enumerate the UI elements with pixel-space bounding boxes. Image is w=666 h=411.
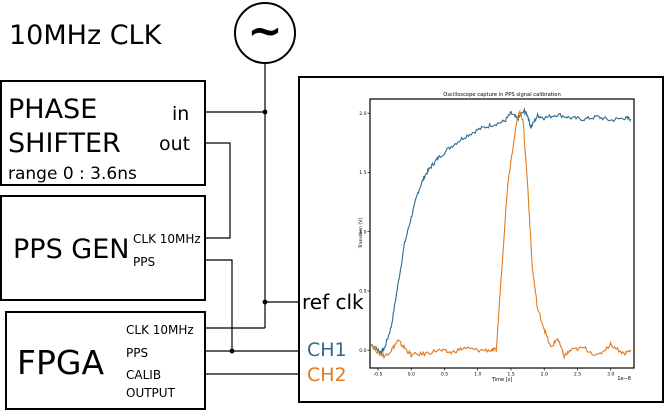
pps-gen-pps-port: PPS: [133, 255, 156, 269]
junction-dot: [262, 299, 268, 305]
y-tick-label: 0.5: [359, 289, 366, 295]
phase-shifter-block: PHASE SHIFTER range 0 : 3.6ns in out: [0, 80, 206, 186]
fpga-pps-port: PPS: [126, 346, 149, 360]
phase-shifter-name-line2: SHIFTER: [8, 128, 121, 159]
ch2-label: CH2: [307, 364, 347, 386]
x-tick-label: 1.5: [507, 372, 514, 378]
ch1-trace: [371, 107, 632, 355]
x-tick-label: 0.5: [441, 372, 448, 378]
fpga-calib-port: CALIB: [126, 368, 162, 382]
pps-gen-clk-port: CLK 10MHz: [133, 232, 201, 246]
x-tick-label: 1.0: [474, 372, 481, 378]
phase-shifter-in-port: in: [172, 103, 190, 125]
phase-shifter-range: range 0 : 3.6ns: [8, 164, 137, 184]
x-tick-label: 2.0: [541, 372, 548, 378]
y-tick-label: 1.5: [359, 170, 366, 176]
x-tick-label: 2.5: [574, 372, 581, 378]
x-tick-label: 3.0: [607, 372, 614, 378]
diagram-title: 10MHz CLK: [9, 20, 162, 51]
fpga-block: FPGA CLK 10MHz PPS CALIB OUTPUT: [5, 311, 206, 410]
chart-title: Oscilloscope capture in PPS signal calib…: [443, 92, 561, 98]
y-tick-label: 0.0: [359, 348, 366, 354]
plot-frame: [369, 98, 635, 369]
ref-clk-label: ref clk: [300, 290, 366, 314]
fpga-name: FPGA: [17, 343, 105, 382]
y-tick-label: 2.0: [359, 111, 366, 117]
y-tick-label: 1.0: [359, 229, 366, 235]
junction-dot: [262, 109, 268, 115]
x-tick-label: -0.5: [373, 372, 382, 378]
ch1-label: CH1: [307, 339, 347, 361]
shifter-out-to-ppsgen-wire: [195, 142, 231, 239]
x-axis-label: Time [s]: [491, 377, 512, 383]
pps-gen-block: PPS GEN CLK 10MHz PPS: [0, 195, 206, 301]
y-axis-label: Transition [V]: [358, 218, 364, 250]
x-axis-offset-label: 1e−8: [617, 376, 631, 382]
sine-wave-icon: ~: [247, 6, 283, 55]
x-tick-label: 0.0: [408, 372, 415, 378]
junction-dot: [229, 348, 235, 354]
fpga-output-port: OUTPUT: [126, 386, 175, 400]
phase-shifter-out-port: out: [159, 133, 191, 155]
phase-shifter-name-line1: PHASE: [8, 94, 98, 125]
fpga-clk-port: CLK 10MHz: [126, 323, 194, 337]
clock-source: ~: [234, 2, 296, 64]
pps-gen-name: PPS GEN: [13, 234, 130, 265]
ch2-trace: [370, 109, 632, 360]
ppsgen-pps-to-fpga-wire: [205, 259, 233, 352]
